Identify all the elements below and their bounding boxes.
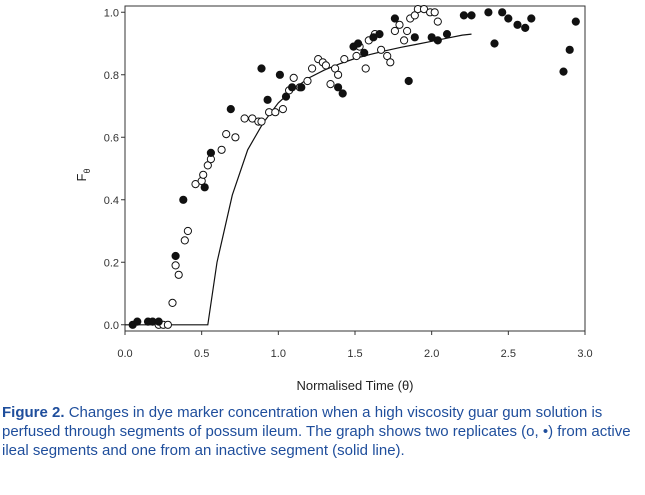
fit-line bbox=[125, 33, 472, 326]
caption-label: Figure 2. bbox=[2, 404, 65, 421]
x-axis-label: Normalised Time (θ) bbox=[296, 378, 413, 393]
open-circle-point bbox=[390, 26, 399, 36]
open-circle-point bbox=[231, 133, 240, 142]
open-circle-point bbox=[377, 45, 386, 54]
filled-circle-point bbox=[565, 45, 574, 54]
x-tick-label: 0.5 bbox=[194, 348, 209, 360]
open-circle-point bbox=[410, 11, 419, 20]
filled-circle-point bbox=[200, 183, 209, 192]
y-tick-label: 0.2 bbox=[104, 257, 119, 269]
filled-circle-point bbox=[390, 14, 399, 23]
open-circle-point bbox=[433, 17, 442, 26]
y-tick-label: 0.6 bbox=[104, 132, 119, 144]
filled-circle-point bbox=[459, 11, 468, 20]
x-tick-label: 3.0 bbox=[577, 348, 592, 360]
x-tick-label: 1.0 bbox=[271, 348, 286, 360]
open-circle-point bbox=[334, 70, 343, 79]
filled-circle-point bbox=[154, 317, 163, 326]
filled-circle-point bbox=[527, 14, 536, 23]
x-tick-label: 2.0 bbox=[424, 348, 439, 360]
filled-circle-point bbox=[338, 89, 347, 98]
filled-circle-point bbox=[498, 8, 507, 17]
open-circle-point bbox=[271, 108, 280, 117]
y-axis: 0.0 0.2 0.4 0.6 0.8 1.0 bbox=[104, 7, 125, 332]
y-tick-label: 0.8 bbox=[104, 70, 119, 82]
open-circle-point bbox=[217, 145, 226, 154]
y-axis-label-subscript: θ bbox=[82, 169, 92, 174]
filled-circle-point bbox=[442, 29, 452, 39]
filled-circle-point bbox=[484, 8, 493, 17]
filled-circle-point bbox=[263, 95, 272, 104]
open-circle-point bbox=[321, 61, 330, 70]
filled-circle-point bbox=[490, 39, 499, 48]
figure-caption: Figure 2. Changes in dye marker concentr… bbox=[2, 403, 642, 460]
open-circle-point bbox=[303, 76, 312, 86]
filled-circle-point bbox=[521, 23, 530, 32]
y-axis-label-main: F bbox=[74, 173, 89, 181]
filled-circle-point bbox=[410, 33, 419, 42]
open-circle-point bbox=[403, 26, 412, 36]
x-tick-label: 0.0 bbox=[117, 348, 132, 360]
open-circle-point bbox=[308, 64, 317, 73]
filled-circle-point bbox=[404, 76, 413, 86]
open-circle-point bbox=[180, 236, 189, 245]
caption-text: Changes in dye marker concentration when… bbox=[2, 404, 631, 459]
filled-circle-point bbox=[467, 11, 476, 20]
open-circle-point bbox=[199, 170, 208, 179]
open-circle-point bbox=[289, 73, 298, 83]
open-circle-point bbox=[361, 64, 370, 73]
filled-circle-point bbox=[206, 148, 215, 157]
y-tick-label: 0.4 bbox=[104, 195, 119, 207]
open-circle-point bbox=[430, 8, 439, 17]
y-tick-label: 0.0 bbox=[104, 320, 119, 332]
open-circle-point bbox=[163, 320, 172, 329]
chart: 0.0 0.2 0.4 0.6 0.8 1.0 0.0 0.5 1.0 1.5 2.0 2.5 3.0… bbox=[74, 5, 593, 393]
filled-circle-point bbox=[288, 83, 297, 92]
open-circle-point bbox=[257, 117, 266, 126]
filled-circle-point bbox=[179, 195, 188, 204]
filled-circle-point bbox=[334, 83, 343, 92]
filled-circle-point bbox=[171, 251, 180, 261]
open-circle-point bbox=[383, 51, 392, 61]
open-circle-point bbox=[395, 20, 404, 29]
filled-circle-point bbox=[504, 14, 513, 23]
x-tick-label: 1.5 bbox=[347, 348, 362, 360]
open-circle-point bbox=[400, 36, 409, 45]
x-axis: 0.0 0.5 1.0 1.5 2.0 2.5 3.0 bbox=[117, 331, 593, 360]
filled-circle-point bbox=[513, 20, 522, 29]
open-circle-point bbox=[340, 55, 349, 64]
fit-line-layer bbox=[125, 33, 472, 326]
filled-circle-point bbox=[133, 317, 142, 326]
filled-circle-point bbox=[559, 67, 568, 76]
open-circle-point bbox=[222, 130, 231, 139]
filled-circle-point bbox=[354, 39, 363, 48]
filled-circle-point bbox=[281, 92, 291, 101]
points-layer bbox=[128, 5, 580, 329]
filled-circle-point bbox=[275, 70, 284, 79]
open-circle-point bbox=[240, 114, 249, 123]
y-tick-label: 1.0 bbox=[104, 7, 119, 19]
filled-circle-point bbox=[226, 105, 235, 114]
filled-circle-point bbox=[433, 36, 442, 45]
filled-circle-point bbox=[257, 64, 266, 73]
filled-circle-point bbox=[571, 17, 580, 26]
open-circle-point bbox=[386, 58, 395, 67]
open-circle-point bbox=[278, 105, 287, 114]
filled-circle-point bbox=[360, 48, 369, 58]
filled-circle-point bbox=[375, 29, 384, 39]
open-circle-point bbox=[352, 51, 361, 61]
open-circle-point bbox=[171, 261, 180, 270]
open-circle-point bbox=[203, 161, 212, 170]
y-axis-label: Fθ bbox=[74, 169, 92, 182]
open-circle-point bbox=[174, 270, 183, 279]
x-tick-label: 2.5 bbox=[501, 348, 516, 360]
open-circle-point bbox=[326, 80, 335, 89]
open-circle-point bbox=[183, 226, 192, 236]
open-circle-point bbox=[168, 298, 177, 307]
filled-circle-point bbox=[297, 83, 306, 92]
